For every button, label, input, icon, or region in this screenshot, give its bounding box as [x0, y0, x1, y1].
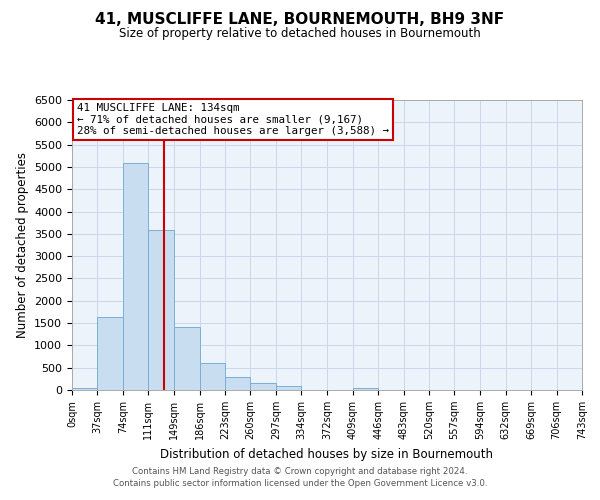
Bar	[97, 318, 123, 390]
Bar	[148, 230, 174, 390]
Text: Contains HM Land Registry data © Crown copyright and database right 2024.: Contains HM Land Registry data © Crown c…	[132, 467, 468, 476]
Text: Size of property relative to detached houses in Bournemouth: Size of property relative to detached ho…	[119, 28, 481, 40]
Text: 41 MUSCLIFFE LANE: 134sqm
← 71% of detached houses are smaller (9,167)
28% of se: 41 MUSCLIFFE LANE: 134sqm ← 71% of detac…	[77, 103, 389, 136]
Bar	[353, 388, 378, 390]
Y-axis label: Number of detached properties: Number of detached properties	[16, 152, 29, 338]
Bar	[123, 164, 148, 390]
Bar	[72, 388, 97, 390]
Text: 41, MUSCLIFFE LANE, BOURNEMOUTH, BH9 3NF: 41, MUSCLIFFE LANE, BOURNEMOUTH, BH9 3NF	[95, 12, 505, 28]
Text: Contains public sector information licensed under the Open Government Licence v3: Contains public sector information licen…	[113, 478, 487, 488]
Bar	[276, 386, 301, 390]
Bar	[250, 384, 276, 390]
Bar	[174, 326, 200, 390]
Bar	[225, 376, 250, 390]
X-axis label: Distribution of detached houses by size in Bournemouth: Distribution of detached houses by size …	[161, 448, 493, 460]
Bar	[200, 363, 225, 390]
